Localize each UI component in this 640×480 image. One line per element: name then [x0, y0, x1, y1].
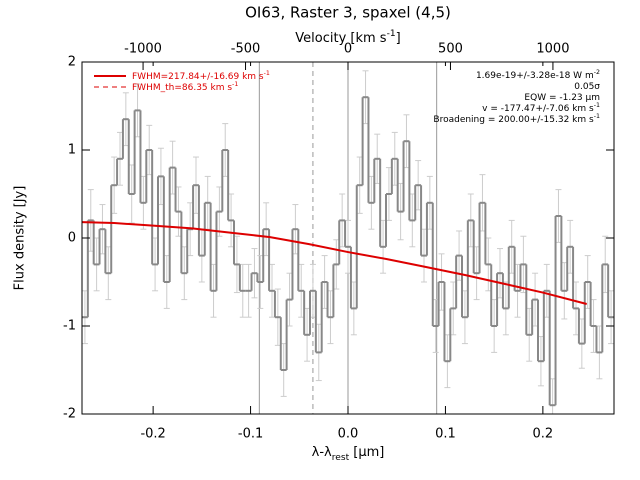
x-tick-label: 0.0 — [338, 427, 359, 442]
chart-title: OI63, Raster 3, spaxel (4,5) — [245, 4, 451, 22]
text-main: EQW = -1.23 μm — [524, 93, 600, 103]
text-sup: -1 — [594, 102, 600, 109]
y-axis-label: Flux density [Jy] — [13, 186, 28, 291]
text-sup: -1 — [264, 70, 270, 77]
fit-line — [81, 221, 587, 305]
text-main: 1.69e-19+/-3.28e-18 W m — [476, 71, 594, 81]
text-sub: rest — [332, 453, 350, 463]
text-main: Velocity [km s — [295, 31, 387, 46]
y-tick-label: -1 — [63, 319, 76, 334]
text-main: FWHM=217.84+/-16.69 km s — [132, 72, 264, 82]
x2-tick-label: -1000 — [124, 42, 162, 57]
x-tick-label: -0.2 — [140, 427, 165, 442]
text-sup: -1 — [387, 29, 396, 39]
text-tail: ] — [396, 31, 401, 46]
annotation: 0.05σ — [574, 82, 600, 92]
annotation: 1.69e-19+/-3.28e-18 W m-2 — [476, 69, 600, 81]
x2-tick-label: 500 — [438, 42, 463, 57]
text-tail: [μm] — [349, 445, 384, 460]
y-tick-label: 0 — [68, 231, 76, 246]
text-sup: -1 — [594, 113, 600, 120]
annotation: EQW = -1.23 μm — [524, 93, 600, 103]
y-tick-label: 2 — [68, 55, 76, 70]
text-main: FWHM_th=86.35 km s — [132, 83, 232, 93]
rich-text: Velocity [km s-1] — [295, 29, 400, 46]
legend-entry: FWHM=217.84+/-16.69 km s-1 — [132, 70, 270, 82]
x-tick-label: 0.1 — [435, 427, 456, 442]
x-tick-label: 0.2 — [533, 427, 554, 442]
text-main: λ-λ — [312, 445, 332, 460]
x2-tick-label: -500 — [231, 42, 261, 57]
text-main: Broadening = 200.00+/-15.32 km s — [433, 115, 594, 125]
text-main: 0.05σ — [574, 82, 600, 92]
y-tick-label: -2 — [63, 407, 76, 422]
x2-tick-label: 0 — [344, 42, 352, 57]
annotation: v = -177.47+/-7.06 km s-1 — [482, 102, 600, 114]
text-sup: -1 — [232, 81, 238, 88]
x2-tick-label: 1000 — [536, 42, 569, 57]
legend-entry: FWHM_th=86.35 km s-1 — [132, 81, 238, 93]
text-sup: -2 — [594, 69, 600, 76]
text-main: v = -177.47+/-7.06 km s — [482, 104, 594, 114]
x-tick-label: -0.1 — [238, 427, 263, 442]
annotation: Broadening = 200.00+/-15.32 km s-1 — [433, 113, 600, 125]
rich-text: λ-λrest [μm] — [312, 445, 385, 463]
y-tick-label: 1 — [68, 143, 76, 158]
